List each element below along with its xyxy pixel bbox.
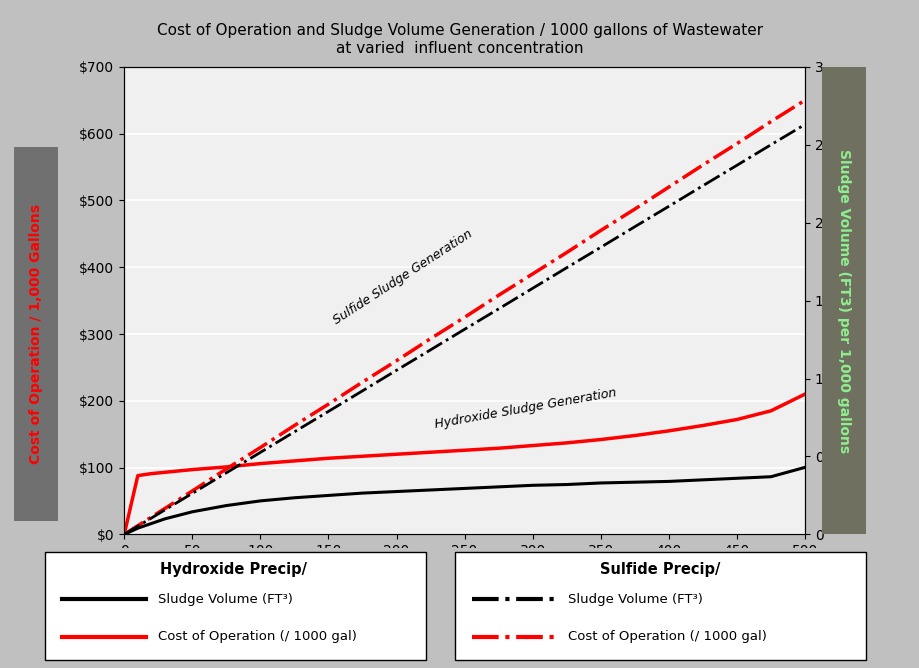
Text: Sludge Volume (FT³): Sludge Volume (FT³) — [158, 593, 293, 606]
FancyBboxPatch shape — [455, 552, 865, 660]
Text: Cost of Operation and Sludge Volume Generation / 1000 gallons of Wastewater
at v: Cost of Operation and Sludge Volume Gene… — [157, 23, 762, 56]
Text: Sludge Volume (FT³): Sludge Volume (FT³) — [568, 593, 702, 606]
Text: Sulfide Sludge Generation: Sulfide Sludge Generation — [331, 228, 475, 327]
Text: Cost of Operation (/ 1000 gal): Cost of Operation (/ 1000 gal) — [158, 630, 357, 643]
Text: Hydroxide Precip/: Hydroxide Precip/ — [160, 562, 307, 577]
X-axis label: Influent Cu⁺² (mg / L): Influent Cu⁺² (mg / L) — [383, 566, 545, 581]
FancyBboxPatch shape — [45, 552, 425, 660]
Text: Cost of Operation / 1,000 Gallons: Cost of Operation / 1,000 Gallons — [28, 204, 43, 464]
Text: Hydroxide Sludge Generation: Hydroxide Sludge Generation — [434, 386, 617, 431]
Text: Sludge Volume (FT3) per 1,000 gallons: Sludge Volume (FT3) per 1,000 gallons — [835, 148, 850, 453]
Text: Cost of Operation (/ 1000 gal): Cost of Operation (/ 1000 gal) — [568, 630, 766, 643]
Text: Sulfide Precip/: Sulfide Precip/ — [600, 562, 720, 577]
